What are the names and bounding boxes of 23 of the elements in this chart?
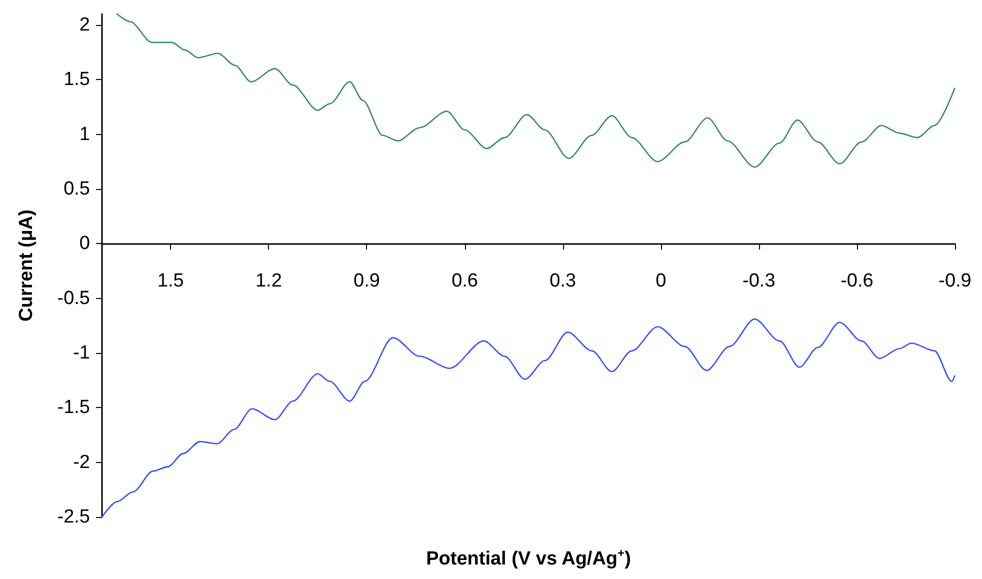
y-tick-label: 1 xyxy=(79,124,90,145)
x-tick-label: 0.3 xyxy=(550,270,576,292)
y-tick-label: 2 xyxy=(79,14,90,36)
x-tick-label: 0.9 xyxy=(354,270,380,292)
y-tick-label: -1.5 xyxy=(57,397,90,418)
x-tick-label: -0.3 xyxy=(742,270,776,292)
x-tick-label: 0 xyxy=(656,270,666,292)
x-tick-label: 1.5 xyxy=(157,270,184,292)
y-axis-title: Current (μA) xyxy=(16,210,37,322)
line-series xyxy=(116,13,956,168)
x-tick-label: 1.2 xyxy=(255,270,282,292)
x-tick-label: -0.9 xyxy=(938,270,972,292)
line-series xyxy=(101,318,956,518)
y-tick-label: 0 xyxy=(79,233,90,254)
y-tick-label: 1.5 xyxy=(64,69,90,90)
y-tick-label: -2 xyxy=(73,452,90,473)
y-tick-label: 0.5 xyxy=(64,178,90,200)
y-tick-label: -2.5 xyxy=(57,506,90,528)
y-tick-label: -1 xyxy=(73,342,90,364)
x-axis-title: Potential (V vs Ag/Ag$^{+}$) xyxy=(425,546,632,570)
x-tick-label: -0.6 xyxy=(840,270,874,292)
x-tick-label: 0.6 xyxy=(452,270,478,292)
y-tick-label: -0.5 xyxy=(57,288,90,309)
